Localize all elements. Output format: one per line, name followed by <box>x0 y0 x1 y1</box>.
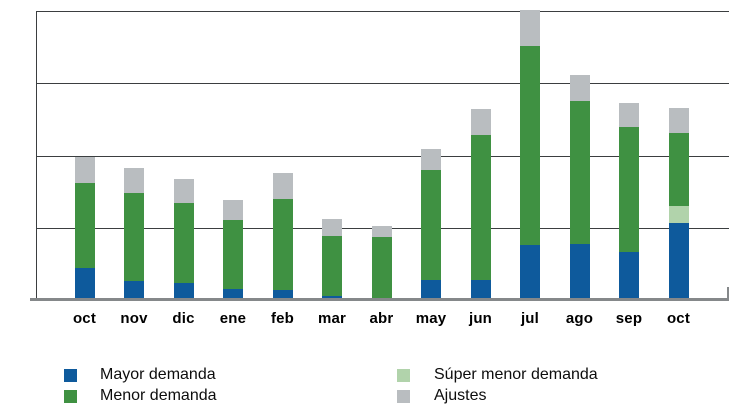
legend-label-super-menor-demanda: Súper menor demanda <box>434 366 598 383</box>
bar-jul-9 <box>520 0 540 300</box>
bar-segment-mayor-demanda <box>74 268 95 300</box>
bar-segment-mayor-demanda <box>124 281 144 300</box>
bar-segment-menor-demanda <box>272 198 293 290</box>
x-axis-label-abr-6: abr <box>369 310 394 327</box>
bar-segment-mayor-demanda <box>470 280 491 300</box>
x-axis-label-sep-11: sep <box>615 310 643 327</box>
x-axis-label-oct-12: oct <box>666 310 691 327</box>
bar-oct-0 <box>74 0 95 300</box>
bar-segment-ajustes <box>124 167 144 194</box>
bar-segment-mayor-demanda <box>223 289 243 300</box>
bar-segment-menor-demanda <box>74 182 95 269</box>
bar-nov-1 <box>124 0 144 300</box>
gridline <box>36 11 729 12</box>
legend-swatch-super-menor-demanda <box>397 369 410 382</box>
x-axis-label-dic-2: dic <box>172 310 195 327</box>
bar-segment-menor-demanda <box>668 133 689 207</box>
bar-segment-ajustes <box>74 156 95 183</box>
bar-segment-menor-demanda <box>173 203 194 284</box>
bar-sep-11 <box>619 0 639 300</box>
bar-segment-mayor-demanda <box>668 222 689 300</box>
x-axis-label-mar-5: mar <box>317 310 347 327</box>
legend-label-ajustes: Ajustes <box>434 387 487 404</box>
bar-segment-ajustes <box>223 200 243 220</box>
x-axis-label-ago-10: ago <box>565 310 594 327</box>
bar-segment-mayor-demanda <box>520 245 540 300</box>
legend-label-menor-demanda: Menor demanda <box>100 387 217 404</box>
bar-ene-3 <box>223 0 243 300</box>
bar-segment-ajustes <box>520 10 540 46</box>
legend-swatch-menor-demanda <box>64 390 77 403</box>
x-axis-label-nov-1: nov <box>120 310 148 327</box>
bar-segment-menor-demanda <box>124 193 144 282</box>
bar-segment-menor-demanda <box>322 236 342 296</box>
legend-label-mayor-demanda: Mayor demanda <box>100 366 216 383</box>
x-axis-label-ene-3: ene <box>219 310 247 327</box>
bar-segment-ajustes <box>470 109 491 135</box>
bar-segment-ajustes <box>421 148 441 170</box>
bar-jun-8 <box>470 0 491 300</box>
bar-segment-ajustes <box>322 219 342 237</box>
bar-may-7 <box>421 0 441 300</box>
bar-segment-super-menor-demanda <box>668 206 689 223</box>
y-axis-line <box>36 11 37 300</box>
bar-segment-menor-demanda <box>520 45 540 246</box>
bar-segment-ajustes <box>619 103 639 127</box>
bar-segment-menor-demanda <box>470 134 491 281</box>
bar-segment-menor-demanda <box>569 101 590 245</box>
bar-segment-mayor-demanda <box>421 279 441 300</box>
x-axis-label-oct-0: oct <box>72 310 97 327</box>
x-axis-line <box>30 297 729 301</box>
bar-segment-ajustes <box>173 178 194 204</box>
bar-ago-10 <box>569 0 590 300</box>
bar-segment-mayor-demanda <box>173 283 194 300</box>
bar-oct-12 <box>668 0 689 300</box>
bar-mar-5 <box>322 0 342 300</box>
legend-swatch-mayor-demanda <box>64 369 77 382</box>
bar-segment-mayor-demanda <box>569 244 590 300</box>
bar-segment-menor-demanda <box>421 169 441 280</box>
x-axis-label-jun-8: jun <box>468 310 493 327</box>
bar-segment-menor-demanda <box>619 126 639 252</box>
bar-segment-ajustes <box>371 225 392 238</box>
gridline <box>36 83 729 85</box>
legend-swatch-ajustes <box>397 390 410 403</box>
x-axis-label-may-7: may <box>415 310 447 327</box>
bar-segment-mayor-demanda <box>272 289 293 300</box>
bar-dic-2 <box>173 0 194 300</box>
bar-segment-menor-demanda <box>223 219 243 290</box>
bar-feb-4 <box>272 0 293 300</box>
bar-segment-ajustes <box>272 172 293 199</box>
bar-segment-ajustes <box>668 107 689 134</box>
bar-abr-6 <box>371 0 392 300</box>
bar-segment-ajustes <box>569 74 590 102</box>
x-axis-label-feb-4: feb <box>270 310 295 327</box>
bar-segment-menor-demanda <box>371 237 392 298</box>
x-axis-end-tick <box>727 287 729 300</box>
bar-segment-mayor-demanda <box>619 251 639 300</box>
gridline <box>36 155 729 157</box>
x-axis-label-jul-9: jul <box>520 310 540 327</box>
